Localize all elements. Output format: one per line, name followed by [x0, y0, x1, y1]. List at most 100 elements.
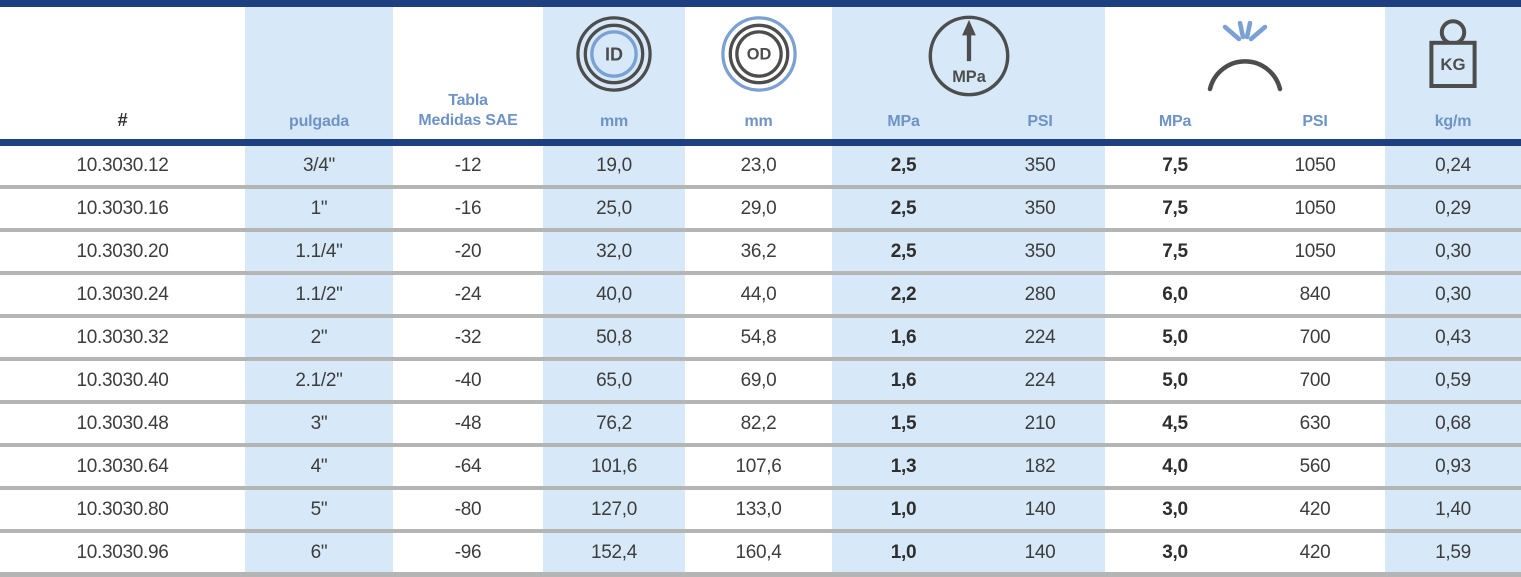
header-inch: pulgada: [245, 7, 393, 139]
cell-working-pressure-psi: 140: [975, 533, 1105, 572]
table-row: 10.3030.48 3" -48 76,2 82,2 1,5 210 4,5 630 0,68: [0, 400, 1521, 443]
cell-burst-pressure-mpa: 6,0: [1162, 283, 1188, 305]
header-working-pressure: MPa MPa PSI: [832, 7, 1105, 139]
table-row: 10.3030.96 6" -96 152,4 160,4 1,0 140 3,0 420 1,5…: [0, 529, 1521, 572]
cell-inch-size: 4": [245, 447, 393, 486]
cell-sae-size: -40: [454, 369, 482, 391]
cell-id-mm: 152,4: [543, 533, 685, 572]
cell-inch-size: 2": [245, 318, 393, 357]
cell-working-pressure-psi: 224: [975, 318, 1105, 357]
table-row: 10.3030.12 3/4" -12 19,0 23,0 2,5 350 7,5 1050 0,…: [0, 146, 1521, 185]
cell-burst-pressure-psi: 700: [1299, 369, 1331, 391]
cell-burst-pressure-psi: 1050: [1294, 154, 1336, 176]
cell-part-number: 10.3030.80: [76, 498, 169, 520]
cell-burst-pressure-psi: 560: [1299, 455, 1331, 477]
cell-burst-pressure-psi: 700: [1299, 326, 1331, 348]
id-unit-label: mm: [599, 113, 629, 130]
cell-working-pressure-mpa: 1,5: [832, 404, 975, 443]
cell-working-pressure-mpa: 1,0: [832, 490, 975, 529]
cell-od-mm: 69,0: [740, 369, 777, 391]
cell-sae-size: -48: [454, 412, 482, 434]
cell-od-mm: 133,0: [735, 498, 782, 520]
cell-burst-pressure-psi: 420: [1299, 541, 1331, 563]
cell-working-pressure-mpa: 1,3: [832, 447, 975, 486]
cell-working-pressure-psi: 210: [975, 404, 1105, 443]
table-bottom-border: [0, 572, 1521, 577]
id-icon: ID: [543, 13, 685, 100]
header-sae: Tabla Medidas SAE: [393, 7, 543, 139]
cell-working-pressure-mpa: 1,0: [832, 533, 975, 572]
cell-part-number: 10.3030.16: [76, 197, 169, 219]
cell-sae-size: -16: [454, 197, 482, 219]
cell-weight-kg-m: 1,40: [1385, 490, 1521, 529]
cell-part-number: 10.3030.48: [76, 412, 169, 434]
table-row: 10.3030.16 1" -16 25,0 29,0 2,5 350 7,5 1050 0,29: [0, 185, 1521, 228]
cell-inch-size: 5": [245, 490, 393, 529]
table-row: 10.3030.80 5" -80 127,0 133,0 1,0 140 3,0 420 1,4…: [0, 486, 1521, 529]
sae-label: Tabla Medidas SAE: [393, 91, 543, 131]
cell-od-mm: 160,4: [735, 541, 782, 563]
cell-od-mm: 29,0: [740, 197, 777, 219]
svg-text:KG: KG: [1440, 55, 1465, 74]
table-top-border: [0, 0, 1521, 7]
cell-burst-pressure-psi: 1050: [1294, 240, 1336, 262]
table-body: 10.3030.12 3/4" -12 19,0 23,0 2,5 350 7,5 1050 0,…: [0, 146, 1521, 572]
cell-weight-kg-m: 0,30: [1385, 275, 1521, 314]
cell-part-number: 10.3030.12: [76, 154, 169, 176]
inch-label: pulgada: [289, 113, 349, 130]
cell-id-mm: 19,0: [543, 146, 685, 185]
cell-id-mm: 127,0: [543, 490, 685, 529]
cell-od-mm: 107,6: [735, 455, 782, 477]
header-part-number: #: [0, 7, 245, 139]
cell-part-number: 10.3030.40: [76, 369, 169, 391]
cell-od-mm: 82,2: [740, 412, 777, 434]
cell-weight-kg-m: 0,24: [1385, 146, 1521, 185]
part-number-label: #: [117, 110, 128, 130]
cell-burst-pressure-mpa: 4,5: [1162, 412, 1188, 434]
cell-id-mm: 32,0: [543, 232, 685, 271]
cell-part-number: 10.3030.20: [76, 240, 169, 262]
cell-working-pressure-mpa: 1,6: [832, 361, 975, 400]
cell-weight-kg-m: 0,59: [1385, 361, 1521, 400]
cell-burst-pressure-mpa: 5,0: [1162, 369, 1188, 391]
cell-od-mm: 23,0: [740, 154, 777, 176]
cell-working-pressure-psi: 280: [975, 275, 1105, 314]
cell-sae-size: -32: [454, 326, 482, 348]
cell-part-number: 10.3030.96: [76, 541, 169, 563]
cell-working-pressure-mpa: 2,2: [832, 275, 975, 314]
cell-burst-pressure-mpa: 3,0: [1162, 498, 1188, 520]
cell-sae-size: -80: [454, 498, 482, 520]
header-weight: KG kg/m: [1385, 7, 1521, 139]
cell-working-pressure-mpa: 2,5: [832, 146, 975, 185]
cell-part-number: 10.3030.64: [76, 455, 169, 477]
header-od: OD mm: [685, 7, 832, 139]
cell-weight-kg-m: 0,43: [1385, 318, 1521, 357]
cell-working-pressure-psi: 182: [975, 447, 1105, 486]
cell-id-mm: 76,2: [543, 404, 685, 443]
burst-pressure-psi-label: PSI: [1302, 113, 1328, 130]
cell-burst-pressure-psi: 840: [1299, 283, 1331, 305]
cell-working-pressure-mpa: 1,6: [832, 318, 975, 357]
cell-sae-size: -12: [454, 154, 482, 176]
cell-burst-pressure-mpa: 5,0: [1162, 326, 1188, 348]
cell-inch-size: 2.1/2": [245, 361, 393, 400]
svg-text:MPa: MPa: [952, 68, 986, 86]
cell-od-mm: 44,0: [740, 283, 777, 305]
weight-icon: KG: [1385, 15, 1521, 106]
working-pressure-psi-label: PSI: [1027, 113, 1053, 130]
svg-text:OD: OD: [746, 46, 771, 64]
cell-id-mm: 101,6: [543, 447, 685, 486]
cell-inch-size: 6": [245, 533, 393, 572]
cell-sae-size: -96: [454, 541, 482, 563]
cell-working-pressure-psi: 350: [975, 189, 1105, 228]
table-row: 10.3030.40 2.1/2" -40 65,0 69,0 1,6 224 5,0 700 0…: [0, 357, 1521, 400]
cell-working-pressure-psi: 350: [975, 146, 1105, 185]
cell-burst-pressure-psi: 1050: [1294, 197, 1336, 219]
cell-burst-pressure-mpa: 7,5: [1162, 240, 1188, 262]
cell-burst-pressure-mpa: 3,0: [1162, 541, 1188, 563]
cell-sae-size: -64: [454, 455, 482, 477]
sae-label-line2: Medidas SAE: [418, 112, 518, 129]
sae-label-line1: Tabla: [448, 92, 488, 109]
cell-inch-size: 3": [245, 404, 393, 443]
